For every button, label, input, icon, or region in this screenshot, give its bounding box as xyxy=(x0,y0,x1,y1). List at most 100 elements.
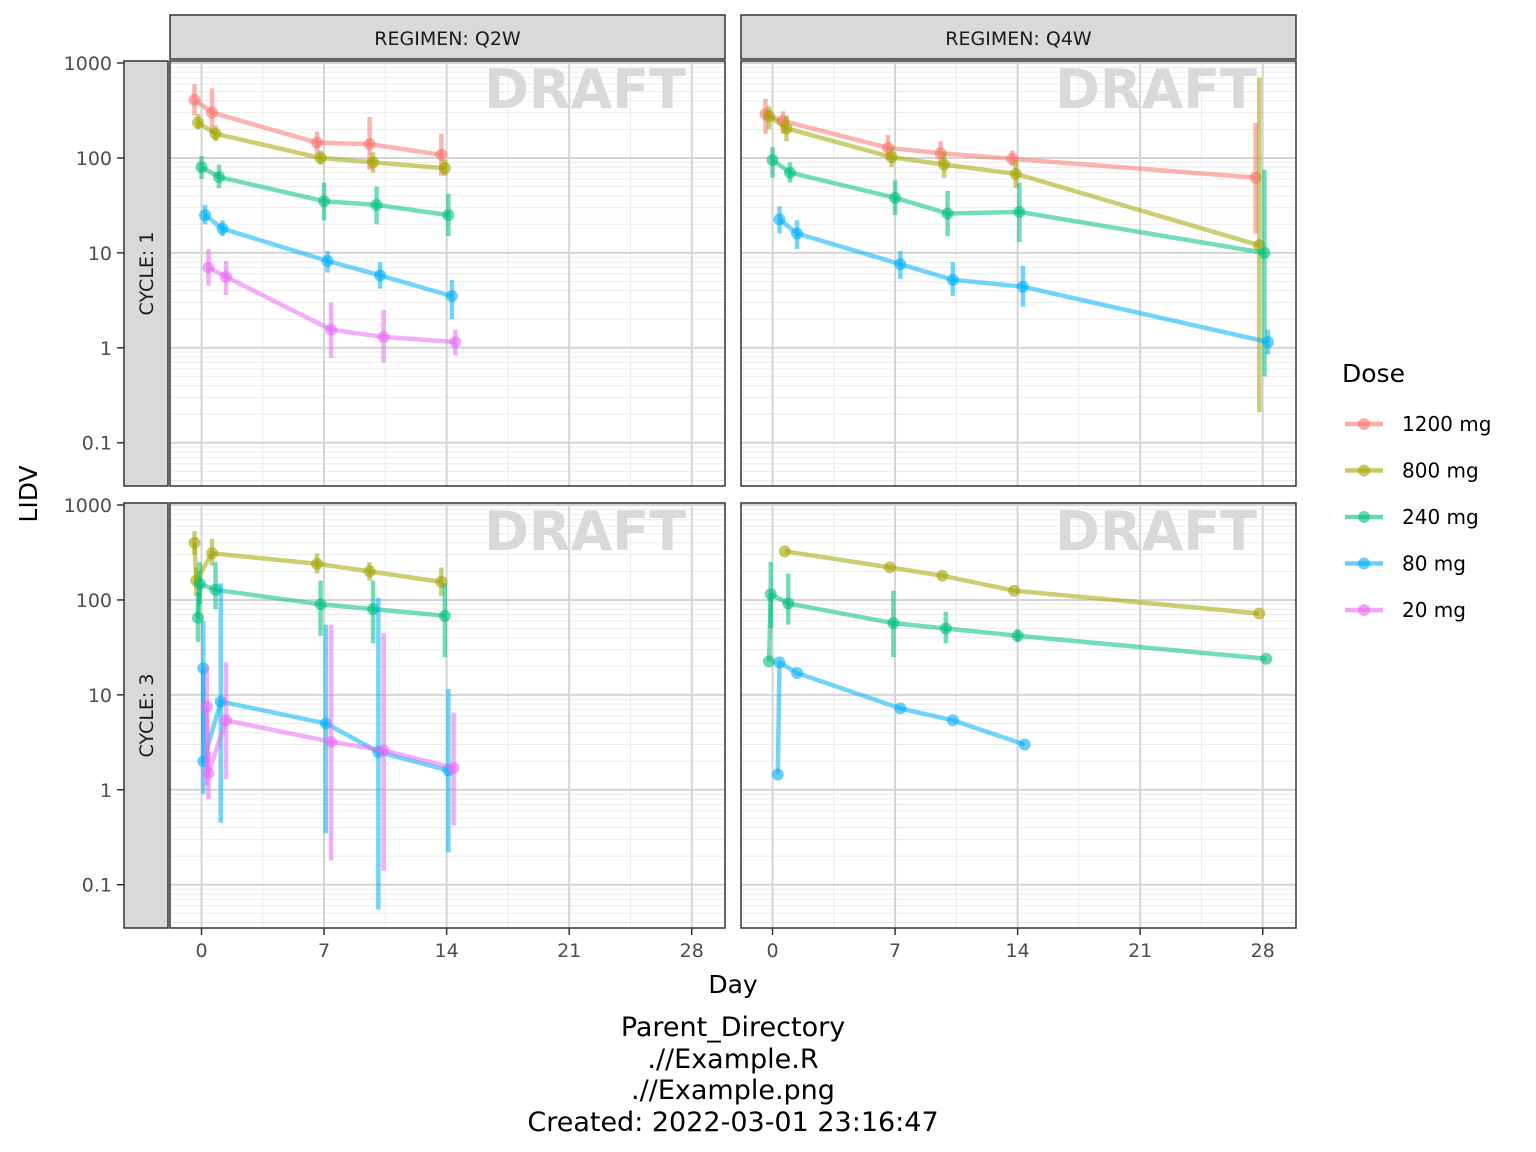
data-point xyxy=(213,170,226,183)
data-point xyxy=(449,336,462,349)
data-point xyxy=(894,258,907,271)
data-point xyxy=(771,768,784,781)
data-point xyxy=(791,227,804,240)
data-point xyxy=(311,557,324,570)
data-point xyxy=(435,148,448,161)
data-point xyxy=(773,213,786,226)
series-80-mg xyxy=(199,204,458,320)
legend-label: 20 mg xyxy=(1402,598,1466,622)
strip-col-q4w xyxy=(740,14,1297,60)
series-group-regimen-q2w-cycle-3 xyxy=(188,531,460,910)
series-group-regimen-q4w-cycle-3 xyxy=(763,545,1273,781)
strip-row-cycle3 xyxy=(123,502,169,929)
series-line xyxy=(204,706,455,776)
series-800-mg xyxy=(192,114,451,176)
legend-key-point xyxy=(1358,604,1370,616)
data-point xyxy=(325,735,338,748)
x-tick-label: 28 xyxy=(1251,940,1275,962)
data-point xyxy=(192,116,205,129)
panel-border xyxy=(169,60,726,487)
x-tick-label: 14 xyxy=(435,940,459,962)
data-point xyxy=(763,655,776,668)
data-point xyxy=(200,700,213,713)
data-point xyxy=(367,156,380,169)
legend-item-80-mg: 80 mg xyxy=(1345,552,1466,576)
legend-key-point xyxy=(1358,418,1370,430)
strips-layer: REGIMEN: Q2W REGIMEN: Q4W CYCLE: 1 CYCLE… xyxy=(123,14,1297,929)
x-tick-label: 21 xyxy=(1128,940,1152,962)
series-80-mg xyxy=(773,206,1274,355)
data-point xyxy=(939,622,952,635)
legend-label: 1200 mg xyxy=(1402,412,1491,436)
data-point xyxy=(370,198,383,211)
data-point xyxy=(941,207,954,220)
data-point xyxy=(1018,738,1031,751)
series-line xyxy=(775,660,1026,775)
data-point xyxy=(764,588,777,601)
legend-item-20-mg: 20 mg xyxy=(1345,598,1466,622)
series-240-mg xyxy=(763,562,1273,668)
series-line xyxy=(201,668,449,773)
y-tick-label: 1000 xyxy=(64,53,112,75)
axes-layer: 0.1 1 10 100 1000 0.1 1 10 100 1000 0 7 14 21 28 0 7 14 21… xyxy=(64,53,1275,962)
x-tick-label: 14 xyxy=(1006,940,1030,962)
data-point xyxy=(936,569,949,582)
x-tick-label: 0 xyxy=(195,940,207,962)
data-point xyxy=(214,695,227,708)
data-point xyxy=(377,330,390,343)
y-tick-label: 0.1 xyxy=(82,875,112,897)
data-point xyxy=(946,714,959,727)
legend-key-point xyxy=(1358,557,1370,570)
strip-label-q4w: REGIMEN: Q4W xyxy=(945,28,1092,50)
data-point xyxy=(766,154,779,167)
caption-line-2: .//Example.R xyxy=(647,1044,818,1075)
legend-label: 800 mg xyxy=(1402,459,1479,483)
data-point xyxy=(193,577,206,590)
data-point xyxy=(1260,652,1273,665)
strip-label-cycle3: CYCLE: 3 xyxy=(136,674,158,758)
data-point xyxy=(780,122,793,135)
data-point xyxy=(1009,167,1022,180)
data-point xyxy=(314,598,327,611)
caption-line-4: Created: 2022-03-01 23:16:47 xyxy=(527,1107,938,1138)
legend-key-point xyxy=(1358,511,1370,523)
data-point xyxy=(377,744,390,757)
panel-border xyxy=(740,60,1297,487)
legend-label: 80 mg xyxy=(1402,552,1466,576)
data-point xyxy=(885,151,898,164)
data-point xyxy=(363,138,376,151)
legend-title: Dose xyxy=(1342,359,1405,388)
strip-label-q2w: REGIMEN: Q2W xyxy=(374,28,521,50)
series-group-regimen-q2w-cycle-1 xyxy=(188,84,462,363)
data-point xyxy=(363,565,376,578)
series-800-mg xyxy=(763,77,1266,413)
data-point xyxy=(199,209,212,222)
legend: Dose 1200 mg 800 mg 240 mg 80 mg 20 mg xyxy=(1342,359,1491,622)
data-point xyxy=(192,611,205,624)
watermark-text: DRAFT xyxy=(484,58,686,121)
data-point xyxy=(1258,246,1271,259)
caption: Parent_Directory .//Example.R .//Example… xyxy=(527,1012,938,1138)
series-80-mg xyxy=(771,656,1031,781)
data-point xyxy=(1016,280,1029,293)
x-tick-label: 0 xyxy=(766,940,778,962)
panel-regimen-q2w-cycle-1: DRAFT xyxy=(170,58,725,486)
x-tick-label: 28 xyxy=(680,940,704,962)
data-point xyxy=(889,191,902,204)
data-point xyxy=(1261,336,1274,349)
panel-regimen-q4w-cycle-1: DRAFT xyxy=(741,58,1296,486)
watermark-text: DRAFT xyxy=(1055,500,1257,563)
legend-item-1200-mg: 1200 mg xyxy=(1345,412,1491,436)
data-point xyxy=(314,151,327,164)
x-tick-label: 21 xyxy=(557,940,581,962)
panel-border xyxy=(740,502,1297,929)
data-point xyxy=(325,323,338,336)
data-point xyxy=(883,561,896,574)
data-point xyxy=(220,714,233,727)
data-point xyxy=(318,195,331,208)
caption-line-3: .//Example.png xyxy=(631,1075,835,1106)
series-group-regimen-q4w-cycle-1 xyxy=(759,77,1274,413)
data-point xyxy=(367,603,380,616)
series-240-mg xyxy=(195,155,455,237)
data-point xyxy=(784,166,797,179)
